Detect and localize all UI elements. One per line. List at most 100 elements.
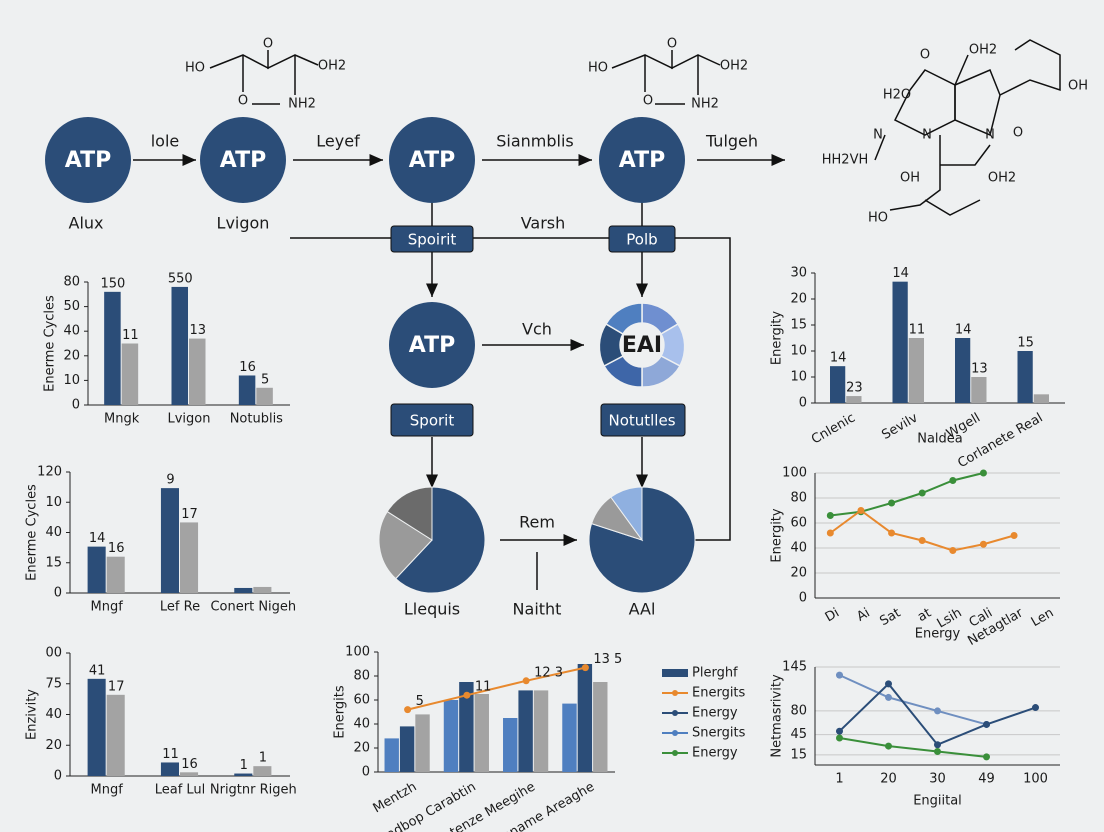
- node-caption: Lvigon: [217, 214, 270, 233]
- point: [836, 727, 843, 735]
- y-tick-label: 100: [782, 466, 807, 481]
- bar-label: 11: [909, 323, 926, 338]
- y-tick-label: 50: [63, 299, 80, 314]
- atom: OH2: [720, 59, 748, 74]
- point: [826, 512, 834, 519]
- atom: O: [263, 37, 273, 52]
- y-tick-label: 10: [45, 495, 62, 510]
- x-tick-label: Ai: [854, 606, 872, 625]
- node-label: ATP: [409, 148, 455, 173]
- edge-label: Tulgeh: [705, 132, 758, 151]
- atom: O: [1013, 126, 1023, 141]
- edge-label: Vch: [522, 320, 552, 339]
- atom: HO: [588, 61, 608, 76]
- x-tick-label: Len: [1029, 606, 1057, 631]
- bar-label: 11: [162, 747, 179, 762]
- point-label: 13 5: [593, 652, 622, 667]
- pie-slice: [588, 486, 696, 594]
- atom: O: [920, 48, 930, 63]
- bar-label: 14: [955, 323, 972, 338]
- bar: [830, 366, 846, 403]
- y-axis-label: Enzivity: [25, 689, 40, 740]
- y-tick-label: 0: [54, 586, 62, 601]
- bar-label: 16: [181, 757, 198, 772]
- bar-label: 16: [239, 360, 256, 375]
- y-tick-label: 10: [63, 373, 80, 388]
- box-label: Sporit: [410, 412, 455, 430]
- bar: [234, 587, 253, 593]
- atom: HO: [185, 61, 205, 76]
- donut-label: EAI: [622, 333, 662, 358]
- y-tick-label: 40: [63, 324, 80, 339]
- bar: [892, 281, 908, 403]
- y-tick-label: 75: [45, 676, 62, 691]
- y-tick-label: 45: [790, 727, 807, 742]
- x-tick-label: Nrigtnr Rigeh: [210, 783, 297, 798]
- pie-slice: [378, 510, 433, 580]
- y-tick-label: 10: [790, 370, 807, 385]
- x-tick-label: Cnlenic: [809, 411, 858, 448]
- y-tick-label: 40: [353, 717, 370, 732]
- x-tick-label: 100: [1023, 772, 1048, 787]
- bar: [474, 694, 489, 772]
- y-tick-label: 40: [45, 525, 62, 540]
- pie-slice: [610, 486, 643, 542]
- pie-caption: AAl: [629, 600, 656, 619]
- y-tick-label: 80: [790, 703, 807, 718]
- bar: [106, 556, 125, 593]
- point-label: 12 3: [534, 665, 563, 680]
- legend-label: Snergits: [692, 726, 746, 741]
- y-tick-label: 0: [799, 396, 807, 411]
- bar: [1017, 351, 1033, 403]
- y-tick-label: 80: [353, 669, 370, 684]
- y-tick-label: 10: [790, 344, 807, 359]
- y-tick-label: 00: [45, 646, 62, 661]
- bar-label: 1: [259, 751, 267, 766]
- bar-label: 150: [100, 276, 125, 291]
- box-label: Spoirit: [408, 231, 457, 249]
- node-caption: Alux: [69, 214, 104, 233]
- x-tick-label: 30: [929, 772, 946, 787]
- x-axis-label: Energy: [915, 627, 961, 642]
- bar-label: 14: [830, 351, 847, 366]
- line: [839, 674, 987, 726]
- atom: NH2: [288, 97, 316, 112]
- bar-label: 15: [1017, 336, 1034, 351]
- y-tick-label: 20: [353, 741, 370, 756]
- x-tick-label: 20: [880, 772, 897, 787]
- bar: [533, 690, 549, 772]
- box: Spoirit: [390, 225, 474, 253]
- bar: [415, 714, 430, 772]
- point: [522, 677, 530, 685]
- y-tick-label: 0: [54, 769, 62, 784]
- point: [581, 664, 589, 672]
- point: [888, 529, 896, 537]
- bar: [171, 286, 188, 405]
- bar-label: 17: [181, 507, 198, 522]
- y-axis-label: Energity: [770, 311, 785, 366]
- bar-label: 1: [240, 758, 248, 773]
- y-tick-label: 0: [362, 765, 370, 780]
- legend-label: Energits: [692, 686, 746, 701]
- point: [949, 547, 957, 554]
- point: [836, 734, 843, 742]
- box-label: Polb: [626, 231, 657, 249]
- donut: [598, 302, 686, 388]
- x-tick-label: Mentzh: [371, 780, 420, 817]
- y-tick-label: 15: [790, 747, 807, 762]
- node-label: ATP: [220, 148, 266, 173]
- point: [463, 691, 471, 699]
- bar: [399, 726, 415, 772]
- box: Notutlles: [600, 403, 686, 437]
- edge-label: Leyef: [316, 132, 360, 151]
- point: [949, 477, 957, 484]
- bar: [577, 664, 593, 772]
- bar-label: 11: [122, 328, 139, 343]
- bar: [908, 338, 924, 403]
- point-label: 5: [416, 694, 424, 709]
- y-tick-label: 0: [799, 591, 807, 606]
- atom: O: [667, 37, 677, 52]
- bar-label: 41: [89, 663, 106, 678]
- bar: [238, 375, 256, 405]
- x-tick-label: Conert Nigeh: [210, 600, 296, 615]
